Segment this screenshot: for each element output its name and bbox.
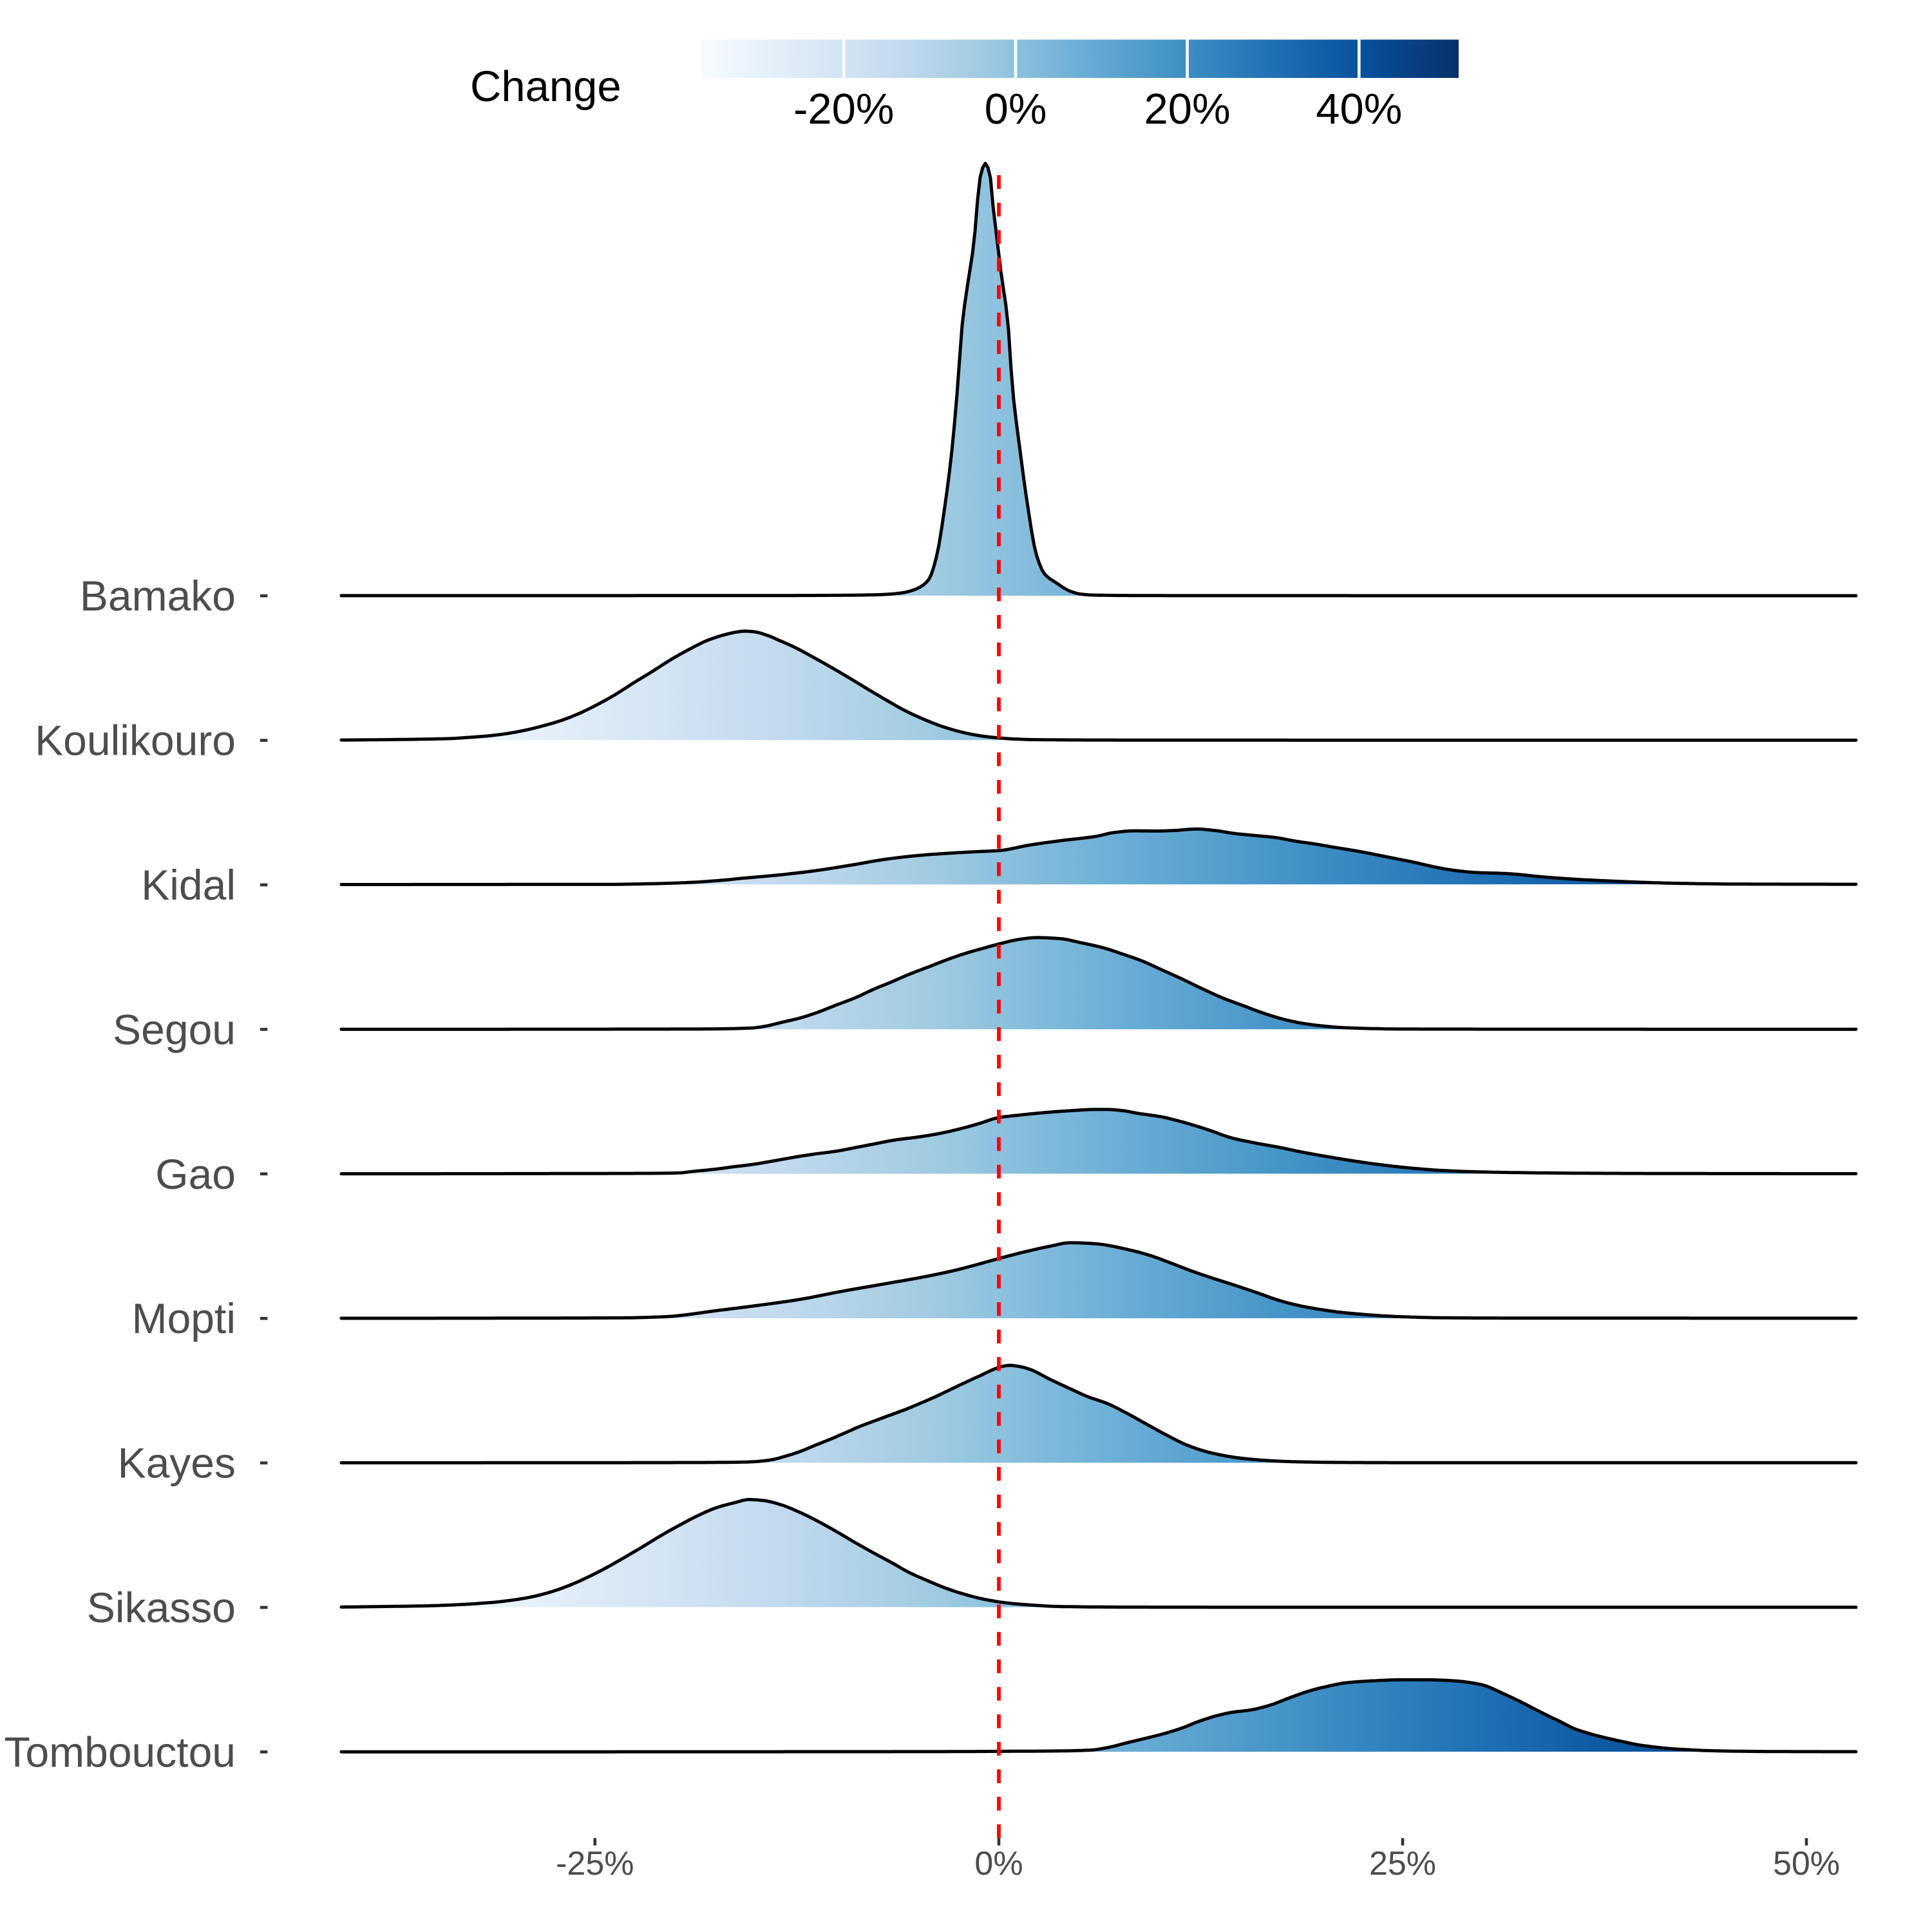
svg-text:50%: 50%: [1773, 1845, 1840, 1882]
svg-text:Gao: Gao: [155, 1150, 236, 1198]
svg-text:Kidal: Kidal: [141, 861, 236, 909]
svg-text:Bamako: Bamako: [80, 572, 236, 620]
svg-text:Mopti: Mopti: [132, 1294, 236, 1342]
svg-text:0%: 0%: [985, 85, 1047, 133]
svg-text:Tombouctou: Tombouctou: [4, 1728, 236, 1776]
svg-text:-20%: -20%: [793, 85, 894, 133]
svg-text:0%: 0%: [974, 1845, 1023, 1882]
svg-text:Sikasso: Sikasso: [87, 1584, 236, 1631]
svg-text:40%: 40%: [1316, 85, 1402, 133]
svg-text:20%: 20%: [1144, 85, 1231, 133]
svg-text:Segou: Segou: [113, 1005, 236, 1053]
svg-text:-25%: -25%: [556, 1845, 634, 1882]
svg-text:Koulikouro: Koulikouro: [35, 717, 236, 764]
svg-text:25%: 25%: [1369, 1845, 1436, 1882]
svg-text:Kayes: Kayes: [118, 1439, 236, 1487]
svg-text:Change: Change: [470, 62, 621, 111]
